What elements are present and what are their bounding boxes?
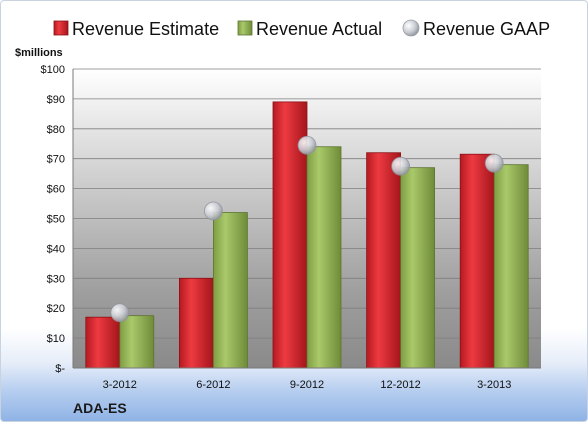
legend-swatch-revenue-actual	[237, 20, 253, 36]
bar-revenue-estimate-3-2012	[85, 316, 121, 369]
y-tick-label: $90	[47, 94, 65, 106]
y-tick-label: $-	[55, 363, 65, 375]
bar-revenue-actual-6-2012	[212, 212, 248, 369]
y-tick-label: $40	[47, 243, 65, 255]
bars	[85, 101, 529, 369]
y-tick-label: $80	[47, 124, 65, 136]
bar-revenue-estimate-12-2012	[366, 152, 402, 369]
y-axis-unit-label: $millions	[15, 47, 63, 59]
legend-label-revenue-gaap: Revenue GAAP	[423, 19, 550, 39]
x-tick-label: 3-2013	[477, 379, 511, 391]
bar-revenue-estimate-3-2013	[459, 153, 495, 369]
ticker-label: ADA-ES	[73, 400, 127, 416]
y-axis-ticks: $- $10 $20 $30 $40 $50 $60 $70 $80 $90 $100	[41, 64, 66, 375]
marker-revenue-gaap-6-2012	[203, 201, 223, 221]
bar-revenue-estimate-6-2012	[178, 277, 214, 369]
marker-revenue-gaap-9-2012	[297, 135, 317, 155]
y-tick-label: $70	[47, 154, 65, 166]
x-axis-ticks: 3-2012 6-2012 9-2012 12-2012 3-2013	[103, 379, 512, 391]
bar-revenue-actual-9-2012	[306, 146, 342, 369]
x-tick-label: 3-2012	[103, 379, 137, 391]
gaap-markers	[110, 135, 504, 323]
bar-revenue-actual-3-2013	[493, 164, 529, 369]
marker-revenue-gaap-3-2013	[484, 153, 504, 173]
legend-swatch-revenue-gaap	[402, 19, 420, 37]
legend-label-revenue-estimate: Revenue Estimate	[72, 19, 219, 39]
y-tick-label: $50	[47, 214, 65, 226]
x-tick-label: 12-2012	[380, 379, 420, 391]
legend-label-revenue-actual: Revenue Actual	[256, 19, 382, 39]
legend-item-revenue-actual: Revenue Actual	[237, 19, 382, 39]
legend-swatch-revenue-estimate	[53, 20, 69, 36]
marker-revenue-gaap-3-2012	[110, 303, 130, 323]
y-tick-label: $30	[47, 273, 65, 285]
marker-revenue-gaap-12-2012	[391, 156, 411, 176]
legend: Revenue Estimate Revenue Actual Revenue …	[53, 19, 550, 39]
bar-revenue-actual-3-2012	[119, 315, 155, 369]
legend-item-revenue-gaap: Revenue GAAP	[402, 19, 550, 39]
y-tick-label: $60	[47, 184, 65, 196]
x-tick-label: 9-2012	[290, 379, 324, 391]
y-tick-label: $10	[47, 333, 65, 345]
y-tick-label: $20	[47, 303, 65, 315]
legend-item-revenue-estimate: Revenue Estimate	[53, 19, 219, 39]
x-tick-label: 6-2012	[196, 379, 230, 391]
bar-revenue-actual-12-2012	[400, 167, 436, 369]
y-tick-label: $100	[41, 64, 65, 76]
